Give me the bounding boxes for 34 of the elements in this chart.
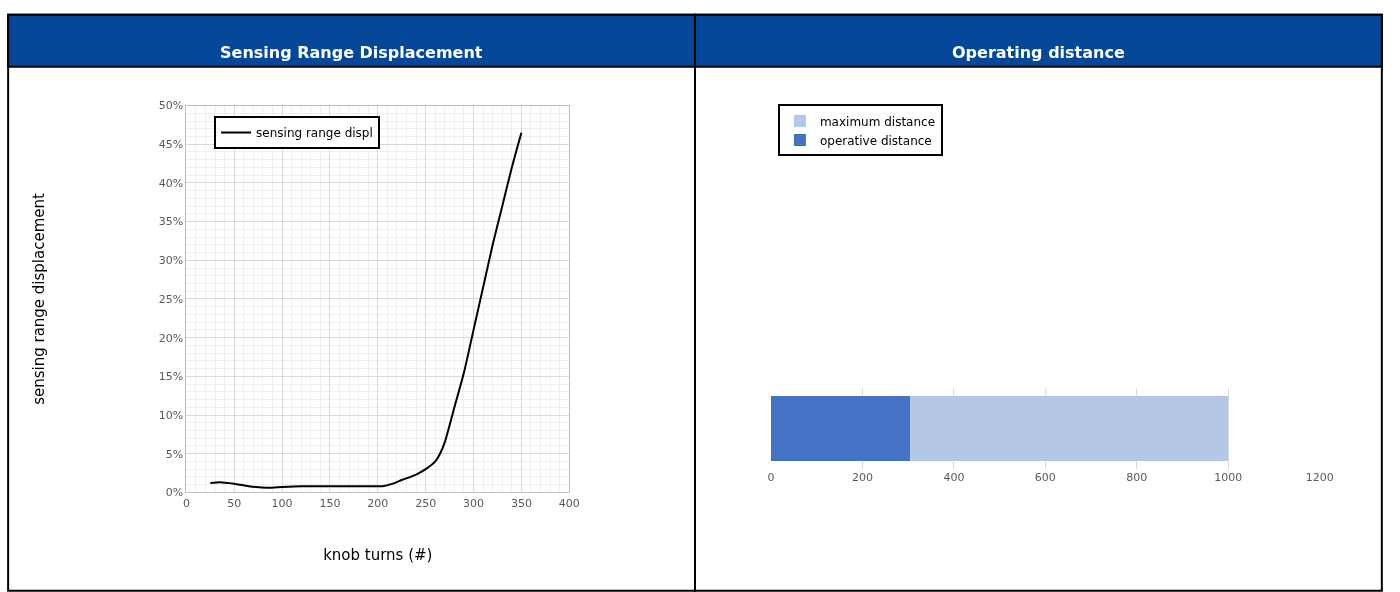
x-tick-label: 200 [367, 496, 389, 510]
y-tick-label: 45% [158, 138, 184, 152]
x-tick-label: 1200 [1305, 471, 1334, 485]
legend-label: operative distance [819, 133, 932, 148]
x-tick-label: 400 [943, 471, 965, 485]
y-tick-label: 10% [158, 408, 184, 422]
y-tick-label: 0% [165, 486, 184, 500]
chart-title: Sensing Range Displacement [220, 43, 483, 62]
y-tick-label: 25% [158, 292, 184, 306]
legend-label: sensing range displ [256, 126, 373, 141]
x-tick-label: 150 [319, 496, 341, 510]
x-tick-label: 50 [227, 496, 242, 510]
x-tick-label: 300 [463, 496, 485, 510]
y-tick-label: 50% [158, 99, 184, 113]
y-tick-label: 30% [158, 254, 184, 268]
x-tick-label: 200 [851, 471, 873, 485]
x-tick-label: 0 [182, 496, 190, 510]
y-tick-label: 20% [158, 331, 184, 345]
x-tick-label: 0 [767, 471, 775, 485]
x-tick-label: 100 [271, 496, 293, 510]
y-tick-label: 40% [158, 176, 184, 190]
y-tick-label: 15% [158, 370, 184, 384]
y-tick-label: 5% [165, 447, 184, 461]
x-tick-label: 400 [558, 496, 580, 510]
x-tick-label: 800 [1126, 471, 1148, 485]
legend-label: maximum distance [819, 114, 936, 129]
x-tick-label: 350 [510, 496, 532, 510]
x-tick-label: 600 [1034, 471, 1056, 485]
chart-title: Operating distance [952, 43, 1125, 62]
y-tick-label: 35% [158, 215, 184, 229]
x-tick-label: 1000 [1214, 471, 1243, 485]
y-axis-title: sensing range displacement [30, 192, 49, 405]
x-tick-label: 250 [415, 496, 437, 510]
x-axis-title: knob turns (#) [323, 545, 433, 564]
